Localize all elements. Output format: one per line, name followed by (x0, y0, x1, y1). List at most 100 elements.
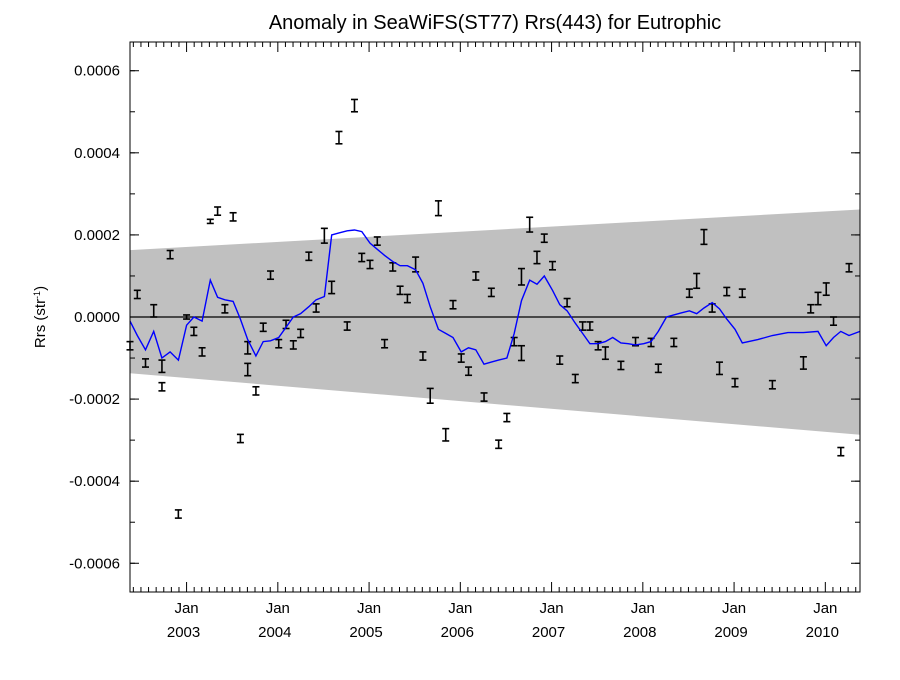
data-point (540, 233, 548, 244)
x-tick-month-label: Jan (722, 600, 746, 617)
x-tick-month-label: Jan (357, 600, 381, 617)
x-tick-year-label: 2005 (349, 624, 382, 641)
data-point (381, 338, 389, 349)
data-point (133, 289, 141, 300)
x-tick-month-label: Jan (813, 600, 837, 617)
data-point (335, 130, 343, 145)
data-point (563, 297, 571, 308)
data-point (768, 379, 776, 390)
x-tick-month-label: Jan (539, 600, 563, 617)
chart-title: Anomaly in SeaWiFS(ST77) Rrs(443) for Eu… (269, 12, 721, 34)
x-tick-month-label: Jan (448, 600, 472, 617)
data-point (685, 288, 693, 299)
data-point (142, 358, 150, 368)
data-point (419, 351, 427, 361)
data-point (517, 267, 525, 286)
smooth-series-line (129, 229, 861, 366)
data-point (158, 381, 166, 392)
data-points-layer (126, 98, 853, 519)
data-point (229, 211, 237, 222)
data-point (366, 259, 374, 270)
x-ticks-layer: Jan 2003 Jan 2004 Jan 2005 Jan 2006 Jan 2007 Jan 20… (132, 42, 857, 641)
data-point (328, 280, 336, 295)
data-point (358, 252, 366, 263)
data-point (715, 361, 723, 376)
x-tick-year-label: 2010 (806, 624, 839, 641)
data-point (517, 344, 525, 362)
data-point (198, 346, 206, 357)
data-point (845, 262, 853, 273)
data-point (480, 392, 488, 402)
data-point (442, 427, 450, 442)
data-point (343, 321, 351, 331)
y-tick-label: -0.0002 (69, 391, 120, 408)
y-tick-label: 0.0004 (74, 145, 120, 162)
data-point (503, 412, 511, 423)
data-point (350, 98, 358, 113)
data-point (556, 355, 564, 366)
data-point (449, 299, 457, 310)
data-point (320, 227, 328, 244)
x-tick-year-label: 2009 (714, 624, 747, 641)
y-tick-label: 0.0002 (74, 227, 120, 244)
data-point (190, 326, 198, 337)
data-point (693, 272, 701, 290)
x-tick-month-label: Jan (266, 600, 290, 617)
data-point (814, 291, 822, 306)
x-tick-year-label: 2003 (167, 624, 200, 641)
data-point (670, 337, 678, 348)
confidence-band (130, 209, 860, 435)
data-point (206, 218, 214, 225)
data-point (601, 346, 609, 361)
data-point (807, 303, 815, 314)
data-point (465, 366, 473, 377)
data-point (158, 359, 166, 374)
data-point (252, 385, 260, 396)
y-tick-label: 0.0006 (74, 63, 120, 80)
data-point (150, 303, 158, 318)
data-point (487, 287, 495, 298)
x-tick-year-label: 2006 (441, 624, 474, 641)
data-point (297, 328, 305, 339)
x-tick-year-label: 2008 (623, 624, 656, 641)
data-point (434, 200, 442, 217)
data-point (221, 303, 229, 314)
smooth-line-layer (129, 229, 861, 366)
data-point (244, 340, 252, 355)
data-point (305, 251, 313, 262)
data-point (472, 271, 480, 281)
data-point (617, 360, 625, 371)
confidence-band-layer (130, 209, 860, 435)
data-point (259, 322, 267, 333)
data-point (236, 433, 244, 444)
data-point (396, 285, 404, 296)
y-ticks-layer: 0.0006 0.0004 0.0002 0.0000 -0.0002 -0.0004 -0… (69, 63, 860, 572)
data-point (700, 228, 708, 246)
x-tick-month-label: Jan (631, 600, 655, 617)
data-point (312, 303, 320, 313)
data-point (799, 356, 807, 370)
data-point (244, 362, 252, 377)
x-tick-year-label: 2004 (258, 624, 291, 641)
data-point (837, 446, 845, 457)
data-point (289, 340, 297, 350)
data-point (571, 373, 579, 384)
data-point (510, 336, 518, 347)
x-tick-year-label: 2007 (532, 624, 565, 641)
y-tick-label: 0.0000 (74, 309, 120, 326)
data-point (373, 236, 381, 246)
data-point (586, 321, 594, 331)
x-tick-month-label: Jan (174, 600, 198, 617)
data-point (738, 288, 746, 299)
data-point (548, 260, 556, 271)
y-axis-label: Rrs (str-1) (32, 286, 49, 348)
data-point (457, 353, 465, 363)
data-point (174, 509, 182, 519)
data-point (526, 216, 534, 233)
data-point (275, 338, 283, 349)
y-tick-label: -0.0004 (69, 473, 120, 490)
data-point (533, 250, 541, 265)
data-point (403, 293, 411, 304)
